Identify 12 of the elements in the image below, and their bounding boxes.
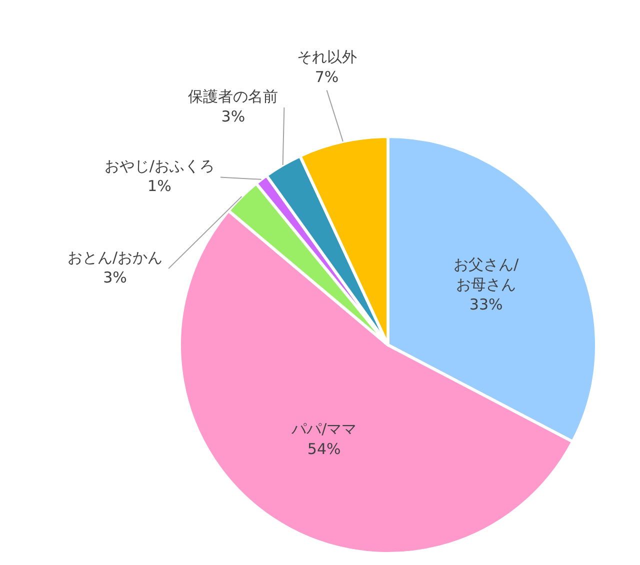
slice-label: おとん/おかん	[67, 248, 163, 266]
data-label: 54%	[307, 440, 341, 458]
data-label: 1%	[148, 177, 172, 196]
slice-label: それ以外	[296, 48, 357, 66]
data-label: 33%	[469, 296, 503, 314]
slice-label: パパ/ママ	[290, 420, 357, 438]
data-label: 7%	[314, 68, 339, 86]
data-label: 3%	[221, 107, 246, 126]
slice-label: お父さん/お母さん	[454, 256, 520, 294]
slice-label: おやじ/おふくろ	[104, 157, 214, 176]
slice-label: 保護者の名前	[188, 87, 278, 106]
data-label: 3%	[103, 268, 127, 286]
